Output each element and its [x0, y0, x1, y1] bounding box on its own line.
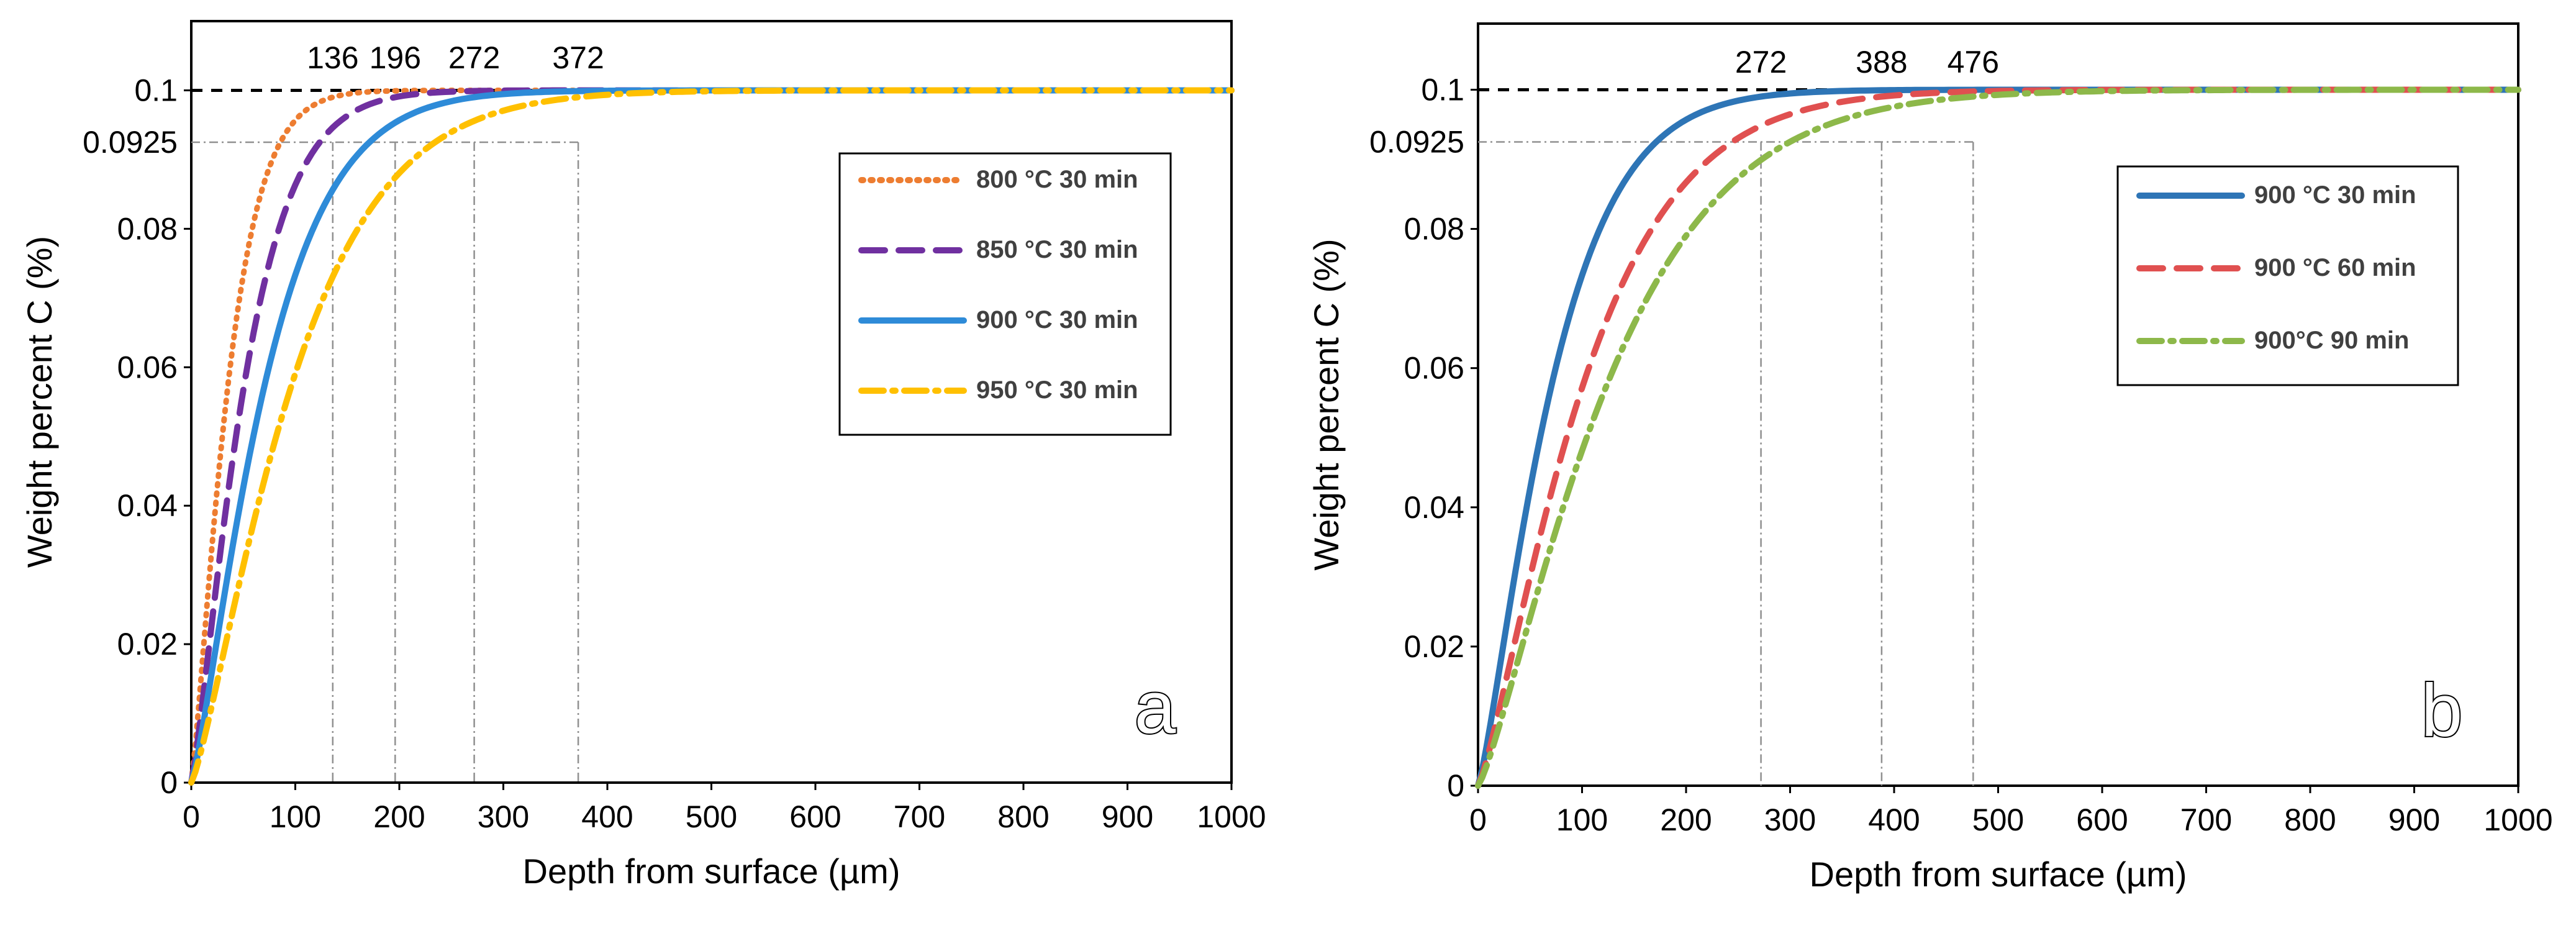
y-tick-label: 0.1: [134, 73, 178, 107]
series-line-4: [188, 87, 1235, 786]
y-axis-title: Weight percent C (%): [20, 236, 59, 568]
x-tick-label: 800: [2284, 802, 2336, 837]
chart-panel-a: 0 0.02 0.04 0.06 0.08 0.1 0 100 200 300 400 500 600 7…: [20, 20, 1266, 891]
depth-marker-label: 372: [552, 40, 604, 75]
legend-entry: 900 °C 30 min: [2254, 181, 2416, 209]
depth-marker-label: 476: [1948, 45, 1999, 80]
series-line-3: [1475, 86, 2521, 789]
y-tick-label: 0.08: [1404, 212, 1464, 247]
threshold-label: 0.0925: [1369, 124, 1464, 159]
legend: 800 °C 30 min 850 °C 30 min 900 °C 30 min 9…: [838, 152, 1172, 436]
legend-entry: 900°C 90 min: [2254, 327, 2409, 354]
legend: 900 °C 30 min 900 °C 60 min 900°C 90 min: [2116, 165, 2459, 386]
y-tick-label: 0.04: [1404, 490, 1464, 525]
x-tick-label: 700: [894, 799, 945, 834]
plot-frame: [1477, 22, 2519, 787]
depth-marker-label: 272: [1735, 45, 1787, 80]
legend-entry: 900 °C 60 min: [2254, 254, 2416, 281]
x-tick-label: 0: [1469, 802, 1487, 837]
y-tick-label: 0.08: [117, 211, 178, 246]
legend-entry: 850 °C 30 min: [976, 236, 1138, 263]
x-tick-label: 800: [997, 799, 1049, 834]
x-axis-title: Depth from surface (µm): [523, 852, 900, 891]
x-tick-label: 600: [2076, 802, 2128, 837]
depth-marker-label: 196: [370, 40, 421, 75]
x-tick-label: 200: [1660, 802, 1712, 837]
y-tick-label: 0.06: [1404, 351, 1464, 386]
x-tick-label: 1000: [1197, 799, 1266, 834]
chart-panel-b: 0 0.02 0.04 0.06 0.08 0.1 0 100 200 300 400 500 600 7…: [1307, 22, 2553, 894]
panel-letter: a: [1135, 666, 1176, 749]
x-tick-label: 600: [789, 799, 841, 834]
legend-entry: 950 °C 30 min: [976, 376, 1138, 404]
x-tick-label: 900: [1102, 799, 1153, 834]
y-tick-label: 0: [1447, 768, 1464, 803]
depth-marker-label: 388: [1856, 45, 1907, 80]
x-tick-label: 0: [183, 799, 200, 834]
legend-entry: 800 °C 30 min: [976, 166, 1138, 193]
x-tick-label: 500: [1972, 802, 2024, 837]
x-tick-label: 1000: [2483, 802, 2552, 837]
x-axis-title: Depth from surface (µm): [1810, 855, 2187, 894]
x-tick-label: 200: [373, 799, 425, 834]
panel-letter: b: [2421, 669, 2463, 752]
x-tick-label: 100: [1556, 802, 1608, 837]
x-tick-label: 500: [686, 799, 737, 834]
x-tick-label: 300: [478, 799, 529, 834]
x-tick-label: 400: [581, 799, 633, 834]
y-tick-label: 0.02: [1404, 629, 1464, 664]
y-axis-title: Weight percent C (%): [1307, 239, 1346, 570]
threshold-label: 0.0925: [83, 125, 178, 160]
x-tick-label: 900: [2388, 802, 2440, 837]
depth-marker-label: 136: [307, 40, 358, 75]
y-tick-label: 0.1: [1421, 72, 1464, 107]
depth-marker-label: 272: [448, 40, 500, 75]
legend-box: [2116, 165, 2459, 386]
y-tick-label: 0.06: [117, 350, 178, 384]
y-tick-label: 0.04: [117, 488, 178, 523]
y-tick-label: 0: [160, 765, 178, 800]
y-tick-label: 0.02: [117, 627, 178, 661]
x-tick-label: 100: [270, 799, 321, 834]
x-tick-label: 700: [2180, 802, 2232, 837]
x-tick-label: 400: [1868, 802, 1920, 837]
x-tick-label: 300: [1764, 802, 1816, 837]
legend-entry: 900 °C 30 min: [976, 306, 1138, 334]
